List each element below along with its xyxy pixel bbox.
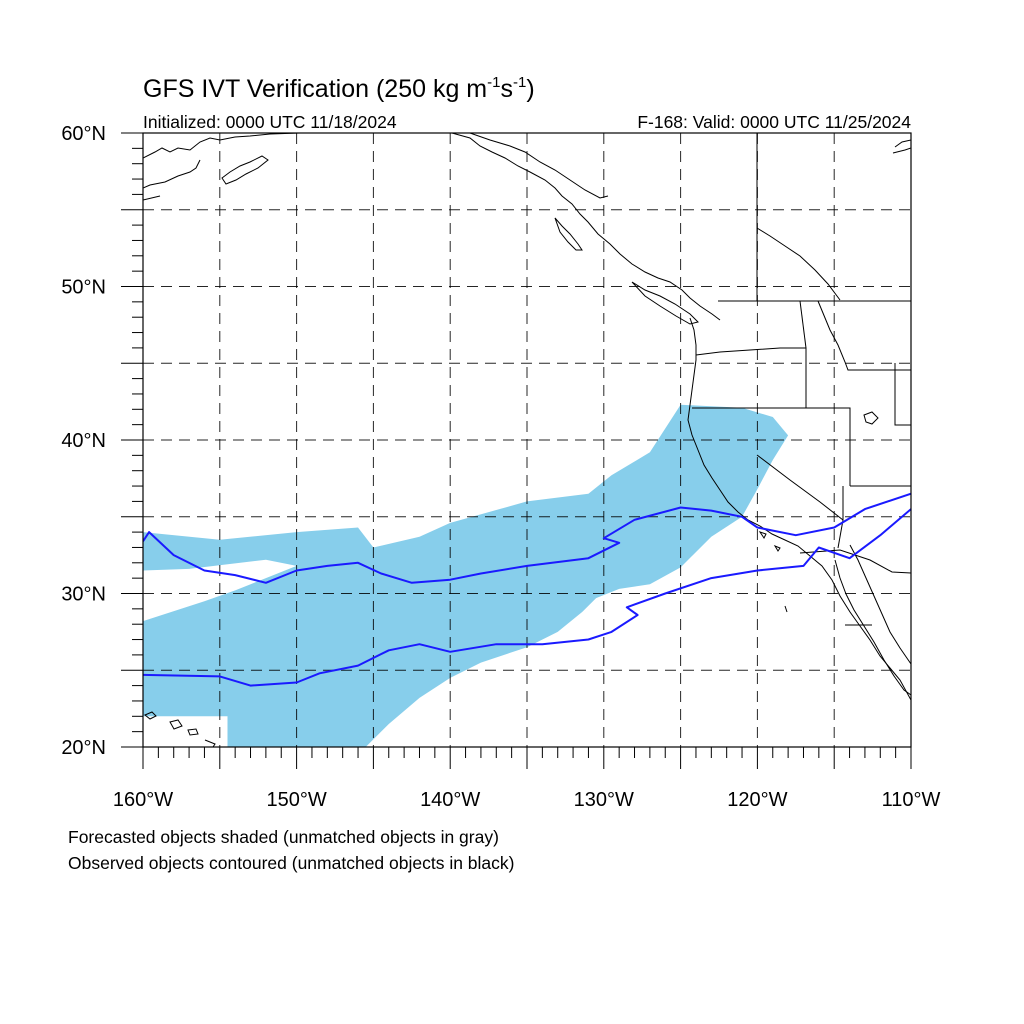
longitude-tick-label: 120°W <box>727 789 787 811</box>
latitude-tick-label: 20°N <box>61 737 106 759</box>
latitude-tick-label: 50°N <box>61 277 106 299</box>
title-close: ) <box>526 75 534 103</box>
observed-ivt-contour-south <box>143 508 911 687</box>
latitude-tick-label: 30°N <box>61 584 106 606</box>
valid-time-label: F-168: Valid: 0000 UTC 11/25/2024 <box>637 112 911 132</box>
lat-lon-grid <box>143 133 911 747</box>
latitude-labels: 20°N 30°N 40°N 50°N 60°N <box>61 123 106 759</box>
longitude-tick-label: 160°W <box>113 789 173 811</box>
init-time-label: Initialized: 0000 UTC 11/18/2024 <box>143 112 397 132</box>
longitude-tick-label: 140°W <box>420 789 480 811</box>
title-exp2: -1 <box>513 74 526 91</box>
caption-forecast: Forecasted objects shaded (unmatched obj… <box>68 827 499 847</box>
title-exp1: -1 <box>487 74 500 91</box>
coastlines <box>143 133 911 747</box>
title-main: GFS IVT Verification (250 kg m <box>143 75 487 103</box>
longitude-tick-label: 110°W <box>882 789 941 811</box>
longitude-tick-label: 130°W <box>574 789 634 811</box>
longitude-tick-label: 150°W <box>266 789 326 811</box>
latitude-tick-label: 40°N <box>61 430 106 452</box>
figure-title: GFS IVT Verification (250 kg m-1s-1) <box>143 74 535 103</box>
map-panel <box>143 133 911 747</box>
caption-observed: Observed objects contoured (unmatched ob… <box>68 853 515 873</box>
axis-ticks <box>121 132 912 769</box>
observed-ivt-contour-north <box>143 492 911 584</box>
political-borders <box>692 133 911 626</box>
longitude-labels: 160°W 150°W 140°W 130°W 120°W 110°W <box>113 789 941 811</box>
title-mid: s <box>500 75 513 103</box>
latitude-tick-label: 60°N <box>61 123 106 145</box>
